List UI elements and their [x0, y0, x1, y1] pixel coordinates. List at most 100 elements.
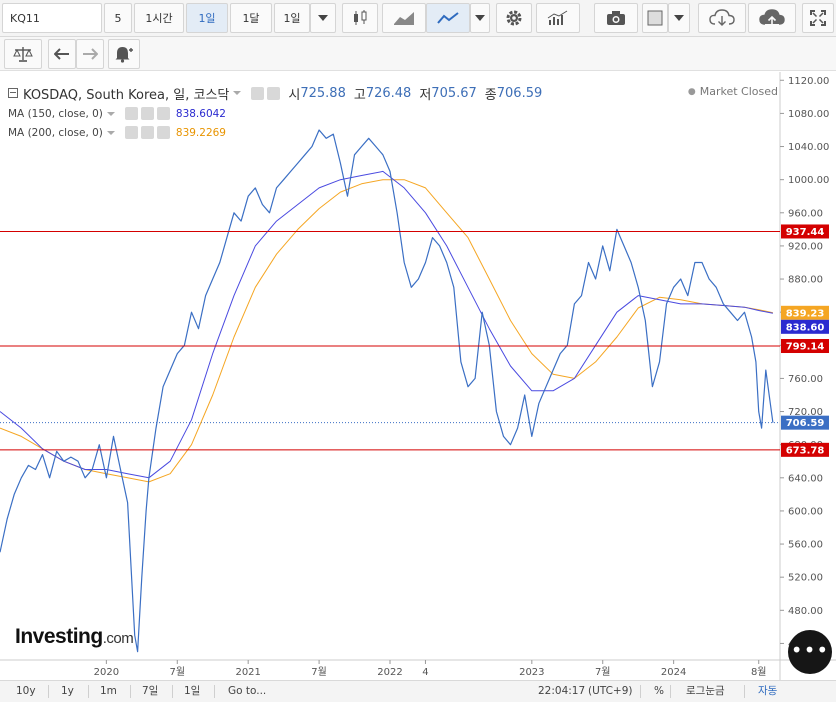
- plot-area[interactable]: [0, 72, 780, 680]
- compare-button[interactable]: [4, 39, 42, 69]
- price-chart[interactable]: 440.00480.00520.00560.00600.00640.00680.…: [0, 72, 836, 680]
- chevron-down-icon: [475, 15, 485, 21]
- percent-scale-button[interactable]: %: [654, 685, 664, 697]
- ma200-value: 839.2269: [175, 126, 226, 139]
- color-dropdown[interactable]: [668, 3, 690, 33]
- collapse-legend-icon[interactable]: [8, 88, 18, 98]
- timezone-button[interactable]: (UTC+9): [588, 685, 633, 697]
- level-price-box: [781, 339, 829, 354]
- auto-scale-button[interactable]: 자동: [758, 685, 778, 697]
- main-legend-row: KOSDAQ, South Korea, 일, 코스닥 시 725.88 고 726…: [8, 82, 778, 104]
- chart-legend: KOSDAQ, South Korea, 일, 코스닥 시 725.88 고 726…: [8, 82, 778, 142]
- ma150-line[interactable]: [0, 170, 773, 479]
- camera-icon: [607, 11, 625, 25]
- price-tick-label: 1120.00: [788, 76, 829, 87]
- close-icon[interactable]: [156, 107, 170, 120]
- level-price-label: 799.14: [786, 342, 825, 353]
- high-value: 726.48: [365, 85, 412, 101]
- high-label: 고: [353, 87, 366, 103]
- fullscreen-button[interactable]: [802, 3, 834, 33]
- indicators-button[interactable]: [536, 3, 580, 33]
- price-tick-label: 920.00: [788, 241, 823, 252]
- investing-logo: Investing.com: [15, 625, 134, 648]
- line-chart-icon: [437, 12, 459, 24]
- ma150-legend-row: MA (150, close, 0) 838.6042: [8, 104, 778, 123]
- eye-icon[interactable]: [251, 86, 265, 100]
- log-scale-button[interactable]: 로그눈금: [686, 685, 725, 697]
- scale-icon: [13, 47, 33, 62]
- price-tick-label: 1080.00: [788, 109, 829, 120]
- current-price-box: [781, 305, 829, 320]
- eye-icon[interactable]: [124, 126, 138, 139]
- ma200-label: MA (200, close, 0): [8, 126, 103, 139]
- range-1y-button[interactable]: 1y: [61, 685, 74, 697]
- area-chart-button[interactable]: [382, 3, 426, 33]
- symbol-input[interactable]: KQ11: [2, 3, 102, 33]
- gear-icon[interactable]: [267, 86, 281, 100]
- gear-icon[interactable]: [140, 107, 154, 120]
- range-button[interactable]: 1일: [274, 3, 310, 33]
- candlestick-button[interactable]: [342, 3, 378, 33]
- time-tick-label: 8월: [751, 666, 767, 678]
- price-tick-label: 520.00: [788, 573, 823, 584]
- chevron-down-icon[interactable]: [106, 111, 115, 116]
- undo-icon: [54, 48, 69, 60]
- cloud-download-icon: [709, 9, 735, 26]
- current-price-box: [781, 319, 829, 334]
- range-1m-button[interactable]: 1m: [100, 685, 117, 697]
- close-value: 706.59: [496, 85, 543, 101]
- time-tick-label: 7월: [595, 666, 611, 678]
- screenshot-button[interactable]: [594, 3, 638, 33]
- chevron-down-icon[interactable]: [233, 91, 242, 95]
- price-tick-label: 1040.00: [788, 142, 829, 153]
- price-tick-label: 560.00: [788, 540, 823, 551]
- settings-button[interactable]: [496, 3, 532, 33]
- alert-add-icon: [115, 47, 133, 63]
- range-1d-button[interactable]: 1일: [184, 685, 201, 697]
- color-picker-button[interactable]: [642, 3, 668, 33]
- low-value: 705.67: [431, 85, 477, 101]
- undo-button[interactable]: [48, 39, 76, 69]
- ma150-label: MA (150, close, 0): [8, 107, 103, 120]
- chart-type-dropdown[interactable]: [470, 3, 490, 33]
- level-price-box: [781, 442, 829, 457]
- load-chart-button[interactable]: [698, 3, 746, 33]
- time-tick-label: 7월: [311, 666, 327, 678]
- ma200-legend-row: MA (200, close, 0) 839.2269: [8, 123, 778, 142]
- chevron-down-icon[interactable]: [106, 130, 115, 135]
- line-chart-button[interactable]: [426, 3, 470, 33]
- save-chart-button[interactable]: [748, 3, 796, 33]
- level-price-label: 937.44: [786, 227, 825, 238]
- range-7d-button[interactable]: 7일: [142, 685, 159, 697]
- time-tick-label: 4: [422, 667, 428, 678]
- close-icon[interactable]: [156, 126, 170, 139]
- gear-icon[interactable]: [140, 126, 154, 139]
- interval-1h-button[interactable]: 1시간: [134, 3, 184, 33]
- interval-dropdown[interactable]: [310, 3, 336, 33]
- low-label: 저: [419, 87, 432, 103]
- time-tick-label: 2024: [661, 667, 686, 678]
- cloud-upload-icon: [759, 9, 785, 26]
- interval-1mo-button[interactable]: 1달: [230, 3, 272, 33]
- price-series-line[interactable]: [0, 129, 774, 653]
- fullscreen-icon: [810, 10, 826, 26]
- range-10y-button[interactable]: 10y: [16, 685, 36, 697]
- open-value: 725.88: [300, 85, 346, 101]
- indicators-icon: [547, 10, 568, 25]
- more-options-button[interactable]: •••: [788, 630, 832, 674]
- gear-icon: [506, 10, 522, 26]
- candlestick-icon: [354, 10, 367, 25]
- price-tick-label: 640.00: [788, 473, 823, 484]
- add-alert-button[interactable]: [108, 39, 140, 69]
- more-dots-icon: •••: [790, 638, 830, 662]
- redo-icon: [83, 48, 98, 60]
- interval-5-button[interactable]: 5: [104, 3, 132, 33]
- price-tick-label: 760.00: [788, 374, 823, 385]
- interval-1d-button[interactable]: 1일: [186, 3, 228, 33]
- eye-icon[interactable]: [124, 107, 138, 120]
- price-tick-label: 880.00: [788, 275, 823, 286]
- area-chart-icon: [394, 12, 414, 25]
- goto-button[interactable]: Go to...: [228, 685, 267, 697]
- redo-button[interactable]: [76, 39, 104, 69]
- color-square-icon: [647, 10, 663, 26]
